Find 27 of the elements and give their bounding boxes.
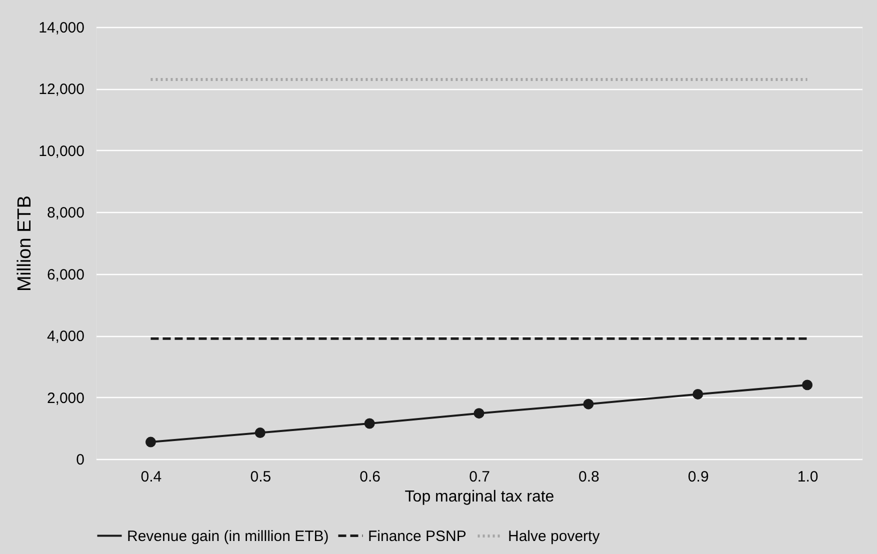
x-tick-label: 0.9	[688, 468, 709, 486]
x-tick-label: 0.8	[578, 468, 600, 486]
x-axis-title: Top marginal tax rate	[404, 488, 554, 506]
y-tick-label: 8,000	[46, 204, 84, 222]
y-tick-label: 12,000	[38, 81, 84, 98]
y-tick-label: 2,000	[46, 390, 84, 407]
legend-label: Revenue gain (in milllion ETB)	[127, 528, 329, 545]
y-axis-title: Million ETB	[14, 195, 36, 292]
x-tick-label: 0.6	[360, 468, 380, 486]
x-tick-label: 0.5	[250, 468, 272, 486]
point	[583, 398, 594, 410]
legend-label: Halve poverty	[508, 528, 600, 545]
x-tick-label: 0.7	[469, 468, 490, 486]
point	[145, 436, 156, 448]
legend-label: Finance PSNP	[368, 528, 466, 545]
x-tick-label: 1.0	[797, 468, 818, 486]
point	[802, 380, 813, 390]
y-tick-label: 4,000	[46, 328, 84, 346]
point	[364, 418, 375, 429]
x-tick-label: 0.4	[140, 468, 162, 486]
y-tick-label: 10,000	[38, 142, 84, 160]
point	[254, 428, 266, 438]
point	[692, 388, 704, 400]
y-tick-label: 6,000	[46, 266, 84, 284]
y-tick-label: 0	[76, 452, 84, 468]
y-tick-label: 14,000	[38, 20, 84, 36]
point	[474, 408, 484, 419]
